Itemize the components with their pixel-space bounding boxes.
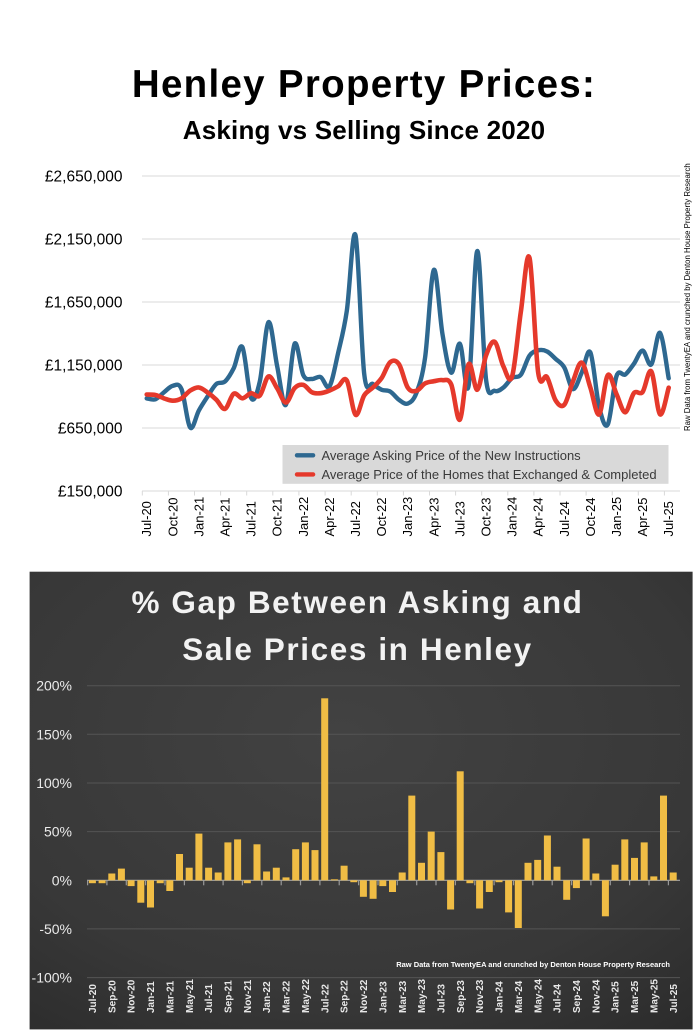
svg-text:Oct-20: Oct-20 (165, 497, 180, 536)
svg-text:Jan-25: Jan-25 (609, 497, 624, 537)
svg-text:May-21: May-21 (185, 979, 196, 1013)
svg-text:-50%: -50% (39, 921, 72, 937)
svg-text:Average Asking Price of the Ne: Average Asking Price of the New Instruct… (322, 448, 582, 463)
svg-text:Jul-21: Jul-21 (204, 984, 215, 1013)
svg-text:£150,000: £150,000 (58, 483, 123, 500)
svg-text:Jul-23: Jul-23 (437, 984, 448, 1013)
svg-text:£1,150,000: £1,150,000 (45, 357, 123, 374)
svg-text:Sep-20: Sep-20 (107, 980, 118, 1013)
svg-text:May-25: May-25 (649, 979, 660, 1013)
svg-text:Apr-23: Apr-23 (426, 497, 441, 536)
svg-text:Mar-24: Mar-24 (514, 980, 525, 1013)
svg-text:Jan-25: Jan-25 (611, 981, 622, 1013)
svg-text:Nov-20: Nov-20 (127, 979, 138, 1013)
svg-text:Nov-21: Nov-21 (243, 979, 254, 1013)
svg-text:£2,150,000: £2,150,000 (45, 231, 123, 248)
svg-text:Jan-22: Jan-22 (296, 497, 311, 537)
svg-text:May-22: May-22 (301, 979, 312, 1013)
svg-text:Oct-23: Oct-23 (479, 497, 494, 536)
svg-text:Jan-24: Jan-24 (505, 497, 520, 537)
svg-text:Jul-25: Jul-25 (661, 501, 676, 536)
svg-text:May-24: May-24 (533, 979, 544, 1013)
svg-text:Nov-22: Nov-22 (359, 979, 370, 1013)
svg-text:200%: 200% (36, 678, 72, 694)
svg-text:% Gap Between Asking and: % Gap Between Asking and (131, 584, 583, 620)
svg-text:Raw Data from TwentyEA and cru: Raw Data from TwentyEA and crunched by D… (396, 960, 670, 969)
svg-text:Jul-21: Jul-21 (244, 501, 259, 536)
svg-text:Oct-22: Oct-22 (374, 497, 389, 536)
svg-text:Jan-24: Jan-24 (495, 981, 506, 1013)
svg-text:Sale Prices in Henley: Sale Prices in Henley (182, 631, 533, 667)
svg-text:Apr-24: Apr-24 (531, 497, 546, 536)
svg-text:Nov-24: Nov-24 (591, 979, 602, 1013)
svg-text:Sep-21: Sep-21 (224, 980, 235, 1013)
svg-text:Jul-20: Jul-20 (139, 501, 154, 536)
svg-text:May-23: May-23 (417, 979, 428, 1013)
svg-text:Raw Data from TwentyEA and cru: Raw Data from TwentyEA and crunched by D… (683, 163, 692, 431)
svg-text:Sep-22: Sep-22 (340, 980, 351, 1013)
svg-text:Apr-25: Apr-25 (635, 497, 650, 536)
svg-text:Jul-22: Jul-22 (320, 984, 331, 1013)
svg-text:£1,650,000: £1,650,000 (45, 294, 123, 311)
svg-text:100%: 100% (36, 775, 72, 791)
svg-text:Jan-23: Jan-23 (400, 497, 415, 537)
svg-text:Oct-24: Oct-24 (583, 497, 598, 536)
svg-text:Jan-21: Jan-21 (191, 497, 206, 537)
svg-text:Jan-23: Jan-23 (378, 981, 389, 1013)
svg-text:Nov-23: Nov-23 (475, 979, 486, 1013)
svg-text:£650,000: £650,000 (58, 420, 123, 437)
svg-text:Asking vs Selling Since 2020: Asking vs Selling Since 2020 (183, 115, 546, 145)
svg-text:Jul-25: Jul-25 (669, 984, 680, 1013)
svg-text:Jan-21: Jan-21 (146, 981, 157, 1013)
svg-text:Oct-21: Oct-21 (270, 497, 285, 536)
svg-text:Henley Property Prices:: Henley Property Prices: (132, 63, 596, 106)
svg-text:Mar-21: Mar-21 (165, 980, 176, 1013)
svg-text:Average Price of the Homes tha: Average Price of the Homes that Exchange… (322, 467, 657, 482)
svg-text:Jul-22: Jul-22 (348, 501, 363, 536)
svg-text:£2,650,000: £2,650,000 (45, 168, 123, 185)
svg-text:Jul-20: Jul-20 (88, 984, 99, 1013)
svg-text:50%: 50% (44, 824, 72, 840)
svg-text:Apr-22: Apr-22 (322, 497, 337, 536)
svg-text:Mar-25: Mar-25 (630, 980, 641, 1013)
svg-text:Jul-24: Jul-24 (553, 984, 564, 1013)
svg-text:Jul-24: Jul-24 (557, 501, 572, 536)
svg-text:0%: 0% (52, 872, 72, 888)
svg-text:Sep-24: Sep-24 (572, 980, 583, 1013)
svg-text:150%: 150% (36, 726, 72, 742)
svg-text:Apr-21: Apr-21 (218, 497, 233, 536)
svg-text:Jul-23: Jul-23 (452, 501, 467, 536)
svg-text:Sep-23: Sep-23 (456, 980, 467, 1013)
svg-text:Mar-22: Mar-22 (282, 980, 293, 1013)
svg-text:-100%: -100% (32, 970, 72, 986)
svg-text:Jan-22: Jan-22 (262, 981, 273, 1013)
svg-text:Mar-23: Mar-23 (398, 980, 409, 1013)
